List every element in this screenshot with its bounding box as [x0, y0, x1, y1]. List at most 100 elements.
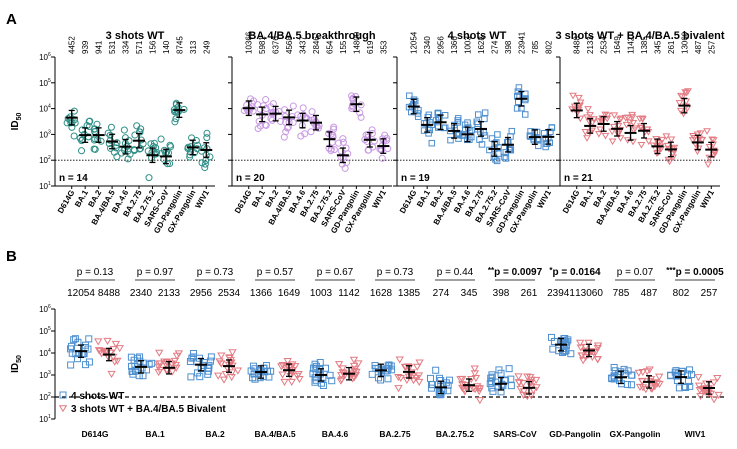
- data-point: [91, 145, 99, 153]
- data-point: [330, 123, 338, 131]
- y-tick-exponent: 1: [48, 181, 51, 187]
- data-point: [362, 131, 370, 139]
- value-label: 140: [162, 40, 171, 54]
- data-point: [638, 116, 647, 123]
- p-value-text: p = 0.0005: [676, 267, 725, 278]
- data-point: [609, 123, 618, 131]
- value-label: 1366: [250, 288, 273, 299]
- data-point: [409, 377, 418, 385]
- data-point: [217, 360, 226, 368]
- data-point: [584, 106, 592, 113]
- value-label: 1649: [278, 288, 301, 299]
- data-point: [644, 138, 653, 146]
- data-point: [201, 160, 209, 168]
- data-point: [201, 164, 209, 172]
- data-point: [623, 380, 631, 388]
- x-category-label: BA.1: [145, 429, 165, 439]
- data-point: [588, 119, 597, 127]
- data-point: [94, 338, 103, 346]
- data-point: [647, 385, 656, 393]
- data-point: [610, 363, 618, 371]
- panel-a-title: 3 shots WT + BA.4/BA.5 bivalent: [555, 30, 724, 42]
- x-tick-label: WIV1: [193, 188, 211, 210]
- value-label: 313: [189, 40, 198, 54]
- data-point: [432, 366, 440, 374]
- data-point: [444, 381, 452, 389]
- data-point: [262, 96, 270, 104]
- value-label: 257: [701, 288, 718, 299]
- value-label: 12054: [67, 288, 95, 299]
- data-point: [78, 147, 86, 155]
- data-point: [262, 105, 270, 113]
- data-point: [107, 370, 116, 378]
- data-point: [282, 364, 291, 372]
- data-point: [91, 125, 99, 133]
- p-value-text: p = 0.0097: [494, 267, 543, 278]
- data-point: [131, 367, 139, 375]
- data-point: [347, 372, 357, 380]
- y-axis-title-sub: 50: [16, 113, 23, 121]
- y-tick-label: 10: [39, 393, 48, 402]
- data-point: [307, 128, 315, 136]
- value-label: 23941: [517, 31, 526, 54]
- data-point: [458, 384, 467, 392]
- data-point: [278, 362, 287, 370]
- data-point: [428, 139, 436, 147]
- data-point: [486, 146, 493, 154]
- y-tick-exponent: 5: [48, 78, 51, 84]
- y-tick-label: 10: [39, 349, 48, 358]
- data-point: [415, 359, 424, 367]
- legend-label-4-shots: 4 shots WT: [71, 391, 124, 402]
- data-point: [256, 122, 265, 130]
- data-point: [610, 112, 619, 120]
- value-label: 1142: [338, 288, 360, 299]
- data-point: [621, 114, 630, 122]
- data-point: [645, 366, 654, 374]
- data-point: [356, 109, 364, 117]
- value-label: 398: [504, 40, 513, 54]
- value-label: 13060: [575, 288, 603, 299]
- data-point: [217, 352, 226, 360]
- value-label: 10366: [245, 31, 254, 54]
- value-label: 13060: [680, 31, 689, 54]
- x-category-label: GD-Pangolin: [549, 429, 600, 439]
- data-point: [603, 112, 612, 120]
- data-point: [154, 363, 163, 371]
- y-tick-label: 10: [39, 105, 48, 114]
- data-point: [172, 115, 180, 123]
- data-point: [144, 147, 152, 155]
- data-point: [650, 383, 660, 391]
- data-point: [348, 92, 356, 100]
- data-point: [378, 154, 386, 162]
- value-label: 12054: [410, 31, 419, 54]
- x-tick-label: WIV1: [535, 188, 553, 210]
- y-tick-label: 10: [39, 53, 48, 62]
- p-value-label: p = 0.73: [377, 267, 414, 278]
- data-point: [526, 374, 535, 382]
- data-point: [67, 361, 75, 369]
- data-point: [698, 136, 707, 144]
- data-point: [655, 373, 664, 381]
- data-point: [455, 115, 462, 122]
- sample-size-label: n = 14: [59, 173, 88, 184]
- data-point: [593, 342, 603, 350]
- value-label: 1649: [613, 36, 622, 54]
- data-point: [705, 154, 714, 162]
- data-point: [596, 126, 604, 134]
- value-label: 487: [641, 288, 658, 299]
- p-value-label: **p = 0.0097: [488, 266, 543, 278]
- data-point: [710, 147, 718, 155]
- data-point: [677, 92, 685, 100]
- data-point: [527, 128, 534, 135]
- value-label: 398: [493, 288, 510, 299]
- data-point: [487, 374, 495, 382]
- data-point: [406, 92, 413, 99]
- data-point: [662, 133, 671, 140]
- data-point: [70, 336, 78, 344]
- data-point: [319, 382, 327, 390]
- data-point: [714, 391, 723, 399]
- data-point: [608, 138, 617, 146]
- data-point: [71, 335, 79, 343]
- data-point: [414, 372, 424, 380]
- data-point: [696, 392, 705, 401]
